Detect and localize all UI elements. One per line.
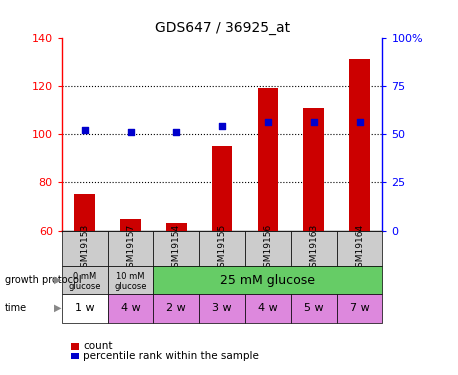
Bar (153, 231, 199, 266)
Bar (120, 219, 141, 231)
Text: GSM19157: GSM19157 (126, 224, 135, 273)
Text: GSM19155: GSM19155 (218, 224, 227, 273)
Text: 10 mM: 10 mM (116, 272, 145, 281)
Bar (199, 294, 245, 322)
Bar (245, 231, 291, 266)
Text: 4 w: 4 w (120, 303, 141, 313)
Bar (166, 224, 187, 231)
Bar (153, 266, 382, 294)
Text: GSM19153: GSM19153 (80, 224, 89, 273)
Bar (291, 231, 337, 266)
Bar (74, 194, 95, 231)
Text: time: time (5, 303, 27, 313)
Bar (257, 88, 278, 231)
Text: 1 w: 1 w (75, 303, 94, 313)
Text: 3 w: 3 w (213, 303, 232, 313)
Text: GSM19163: GSM19163 (309, 224, 318, 273)
Text: growth protocol: growth protocol (5, 275, 81, 285)
Text: 2 w: 2 w (166, 303, 186, 313)
Text: GSM19154: GSM19154 (172, 224, 181, 273)
Text: 4 w: 4 w (258, 303, 278, 313)
Bar (62, 294, 108, 322)
Bar (337, 294, 382, 322)
Bar (199, 231, 245, 266)
Point (310, 120, 317, 126)
Point (173, 129, 180, 135)
Text: count: count (83, 341, 112, 351)
Bar (245, 294, 291, 322)
Text: 5 w: 5 w (304, 303, 323, 313)
Text: 0 mM: 0 mM (73, 272, 96, 281)
Bar (108, 231, 153, 266)
Point (218, 123, 226, 129)
Bar (303, 108, 324, 231)
Text: ▶: ▶ (54, 275, 61, 285)
Point (264, 120, 272, 126)
Text: 7 w: 7 w (349, 303, 370, 313)
Point (127, 129, 134, 135)
Text: ▶: ▶ (54, 303, 61, 313)
Text: GSM19164: GSM19164 (355, 224, 364, 273)
Bar (349, 59, 370, 231)
Text: GSM19156: GSM19156 (263, 224, 273, 273)
Bar (62, 231, 108, 266)
Bar (337, 231, 382, 266)
Bar (62, 266, 108, 294)
Text: percentile rank within the sample: percentile rank within the sample (83, 351, 259, 361)
Text: GDS647 / 36925_at: GDS647 / 36925_at (154, 21, 290, 34)
Bar (153, 294, 199, 322)
Bar (108, 294, 153, 322)
Text: glucose: glucose (69, 282, 101, 291)
Text: glucose: glucose (114, 282, 147, 291)
Bar (212, 146, 232, 231)
Text: 25 mM glucose: 25 mM glucose (220, 274, 316, 287)
Bar (291, 294, 337, 322)
Point (356, 120, 363, 126)
Point (81, 127, 88, 133)
Bar (108, 266, 153, 294)
